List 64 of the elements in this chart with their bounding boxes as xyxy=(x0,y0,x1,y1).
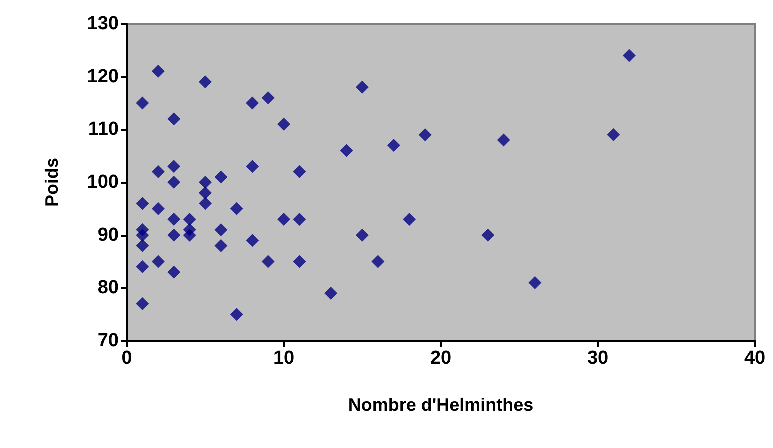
point xyxy=(152,255,165,268)
point xyxy=(136,260,150,274)
point xyxy=(418,128,432,142)
point xyxy=(403,212,416,226)
point xyxy=(262,91,275,104)
point xyxy=(262,255,275,268)
point xyxy=(199,197,212,210)
point xyxy=(136,228,150,242)
point xyxy=(152,65,165,78)
point xyxy=(497,134,510,147)
x-axis-title: Nombre d'Helminthes xyxy=(348,395,534,415)
point xyxy=(168,160,181,174)
point xyxy=(528,276,542,290)
point xyxy=(199,186,212,200)
x-tick-label: 30 xyxy=(587,348,609,369)
point xyxy=(168,228,181,242)
point xyxy=(387,139,400,152)
point xyxy=(214,170,228,184)
point xyxy=(324,286,338,300)
point xyxy=(482,228,495,242)
point xyxy=(168,112,181,126)
point xyxy=(293,212,306,226)
y-tick-label: 120 xyxy=(87,66,119,88)
x-tick-label: 20 xyxy=(430,348,452,369)
point xyxy=(230,202,244,216)
y-tick-label: 80 xyxy=(98,278,119,299)
point xyxy=(136,298,150,311)
y-tick-label: 100 xyxy=(87,172,119,193)
x-tick-label: 10 xyxy=(273,348,295,369)
y-tick-label: 130 xyxy=(87,14,119,34)
x-tick-label: 0 xyxy=(122,348,132,369)
point xyxy=(356,80,369,94)
point xyxy=(168,176,181,189)
point xyxy=(278,118,290,131)
y-tick-label: 110 xyxy=(88,119,119,140)
point xyxy=(356,228,369,242)
point xyxy=(183,212,196,226)
point xyxy=(293,255,306,268)
point xyxy=(214,239,228,252)
point xyxy=(136,197,150,210)
point xyxy=(152,202,165,216)
point xyxy=(293,165,306,178)
point xyxy=(230,308,244,322)
point xyxy=(136,96,150,110)
point xyxy=(246,234,260,248)
point xyxy=(168,266,181,279)
point xyxy=(372,255,385,268)
y-tick-label: 70 xyxy=(98,330,119,352)
y-axis-title: Poids xyxy=(42,158,62,208)
point xyxy=(340,144,354,158)
point xyxy=(152,165,165,178)
point xyxy=(607,128,620,142)
point xyxy=(622,49,636,62)
point xyxy=(246,160,260,174)
point xyxy=(199,176,212,189)
y-tick-label: 90 xyxy=(98,224,119,246)
point xyxy=(183,228,196,242)
point xyxy=(278,212,290,226)
point xyxy=(199,76,212,89)
point xyxy=(168,212,181,226)
x-tick-label: 40 xyxy=(744,348,766,369)
point xyxy=(214,224,228,237)
point xyxy=(246,96,260,110)
point xyxy=(136,239,150,252)
